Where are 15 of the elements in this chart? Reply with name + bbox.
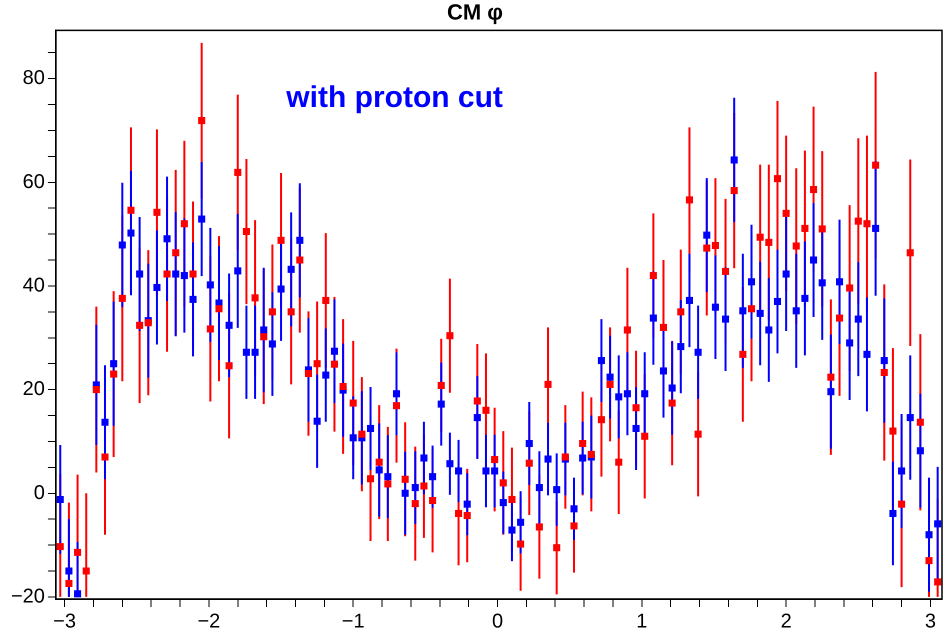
y-tick-label: −20 [10,585,45,608]
x-tick-label: 3 [924,610,936,633]
x-tick-label: −2 [197,610,220,633]
annotation: with proton cut [285,80,503,114]
y-tick-label: 40 [22,274,45,296]
x-tick-label: −1 [342,610,365,633]
chart-title: CM φ [446,0,504,24]
y-tick-label: 0 [34,482,45,504]
y-tick-label: 20 [22,378,45,400]
x-tick-label: 1 [636,610,648,633]
x-tick-label: −3 [53,610,76,633]
x-tick-label: 2 [780,610,792,633]
y-tick-label: 80 [22,67,45,90]
x-tick-label: 0 [492,610,504,633]
y-tick-label: 60 [22,170,45,193]
